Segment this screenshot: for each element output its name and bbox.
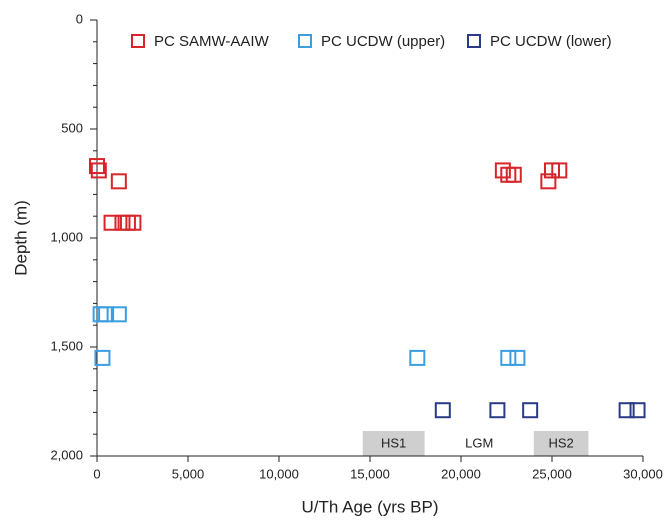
point [629, 402, 646, 419]
band [362, 431, 425, 456]
point [434, 402, 451, 419]
annotation: LGM [465, 435, 493, 450]
y-tick-label: 2,000 [50, 447, 83, 462]
x-tick-label: 20,000 [441, 466, 481, 481]
x-tick-label: 30,000 [623, 466, 663, 481]
y-tick-label: 500 [61, 120, 83, 135]
band-label: HS2 [548, 435, 573, 450]
point [110, 173, 127, 190]
point [409, 349, 426, 366]
point [92, 306, 109, 323]
y-tick-label: 1,000 [50, 229, 83, 244]
point [90, 162, 107, 179]
point [119, 214, 136, 231]
y-tick-label: 0 [76, 11, 83, 26]
legend-marker [467, 34, 481, 48]
point [540, 173, 557, 190]
point [89, 158, 105, 175]
legend-marker [131, 34, 145, 48]
point [522, 402, 539, 419]
y-tick-label: 1,500 [50, 338, 83, 353]
x-tick-label: 15,000 [350, 466, 390, 481]
legend-label: PC SAMW-AAIW [154, 33, 270, 50]
point [94, 349, 111, 366]
band-label: HS1 [381, 435, 406, 450]
point [489, 402, 506, 419]
band [533, 431, 589, 456]
x-tick-label: 25,000 [532, 466, 572, 481]
x-axis-title: U/Th Age (yrs BP) [302, 497, 439, 516]
point [618, 402, 635, 419]
x-tick-label: 0 [93, 466, 100, 481]
legend-marker [298, 34, 312, 48]
x-tick-label: 5,000 [172, 466, 205, 481]
point [500, 166, 517, 183]
x-tick-label: 10,000 [259, 466, 299, 481]
point [505, 166, 522, 183]
point [103, 214, 120, 231]
point [494, 162, 511, 179]
point [500, 349, 517, 366]
legend-label: PC UCDW (lower) [490, 33, 612, 50]
point [110, 306, 127, 323]
y-axis-title: Depth (m) [11, 200, 30, 276]
point [98, 306, 115, 323]
point [551, 162, 568, 179]
point [509, 349, 526, 366]
point [125, 214, 142, 231]
legend-label: PC UCDW (upper) [321, 33, 445, 50]
